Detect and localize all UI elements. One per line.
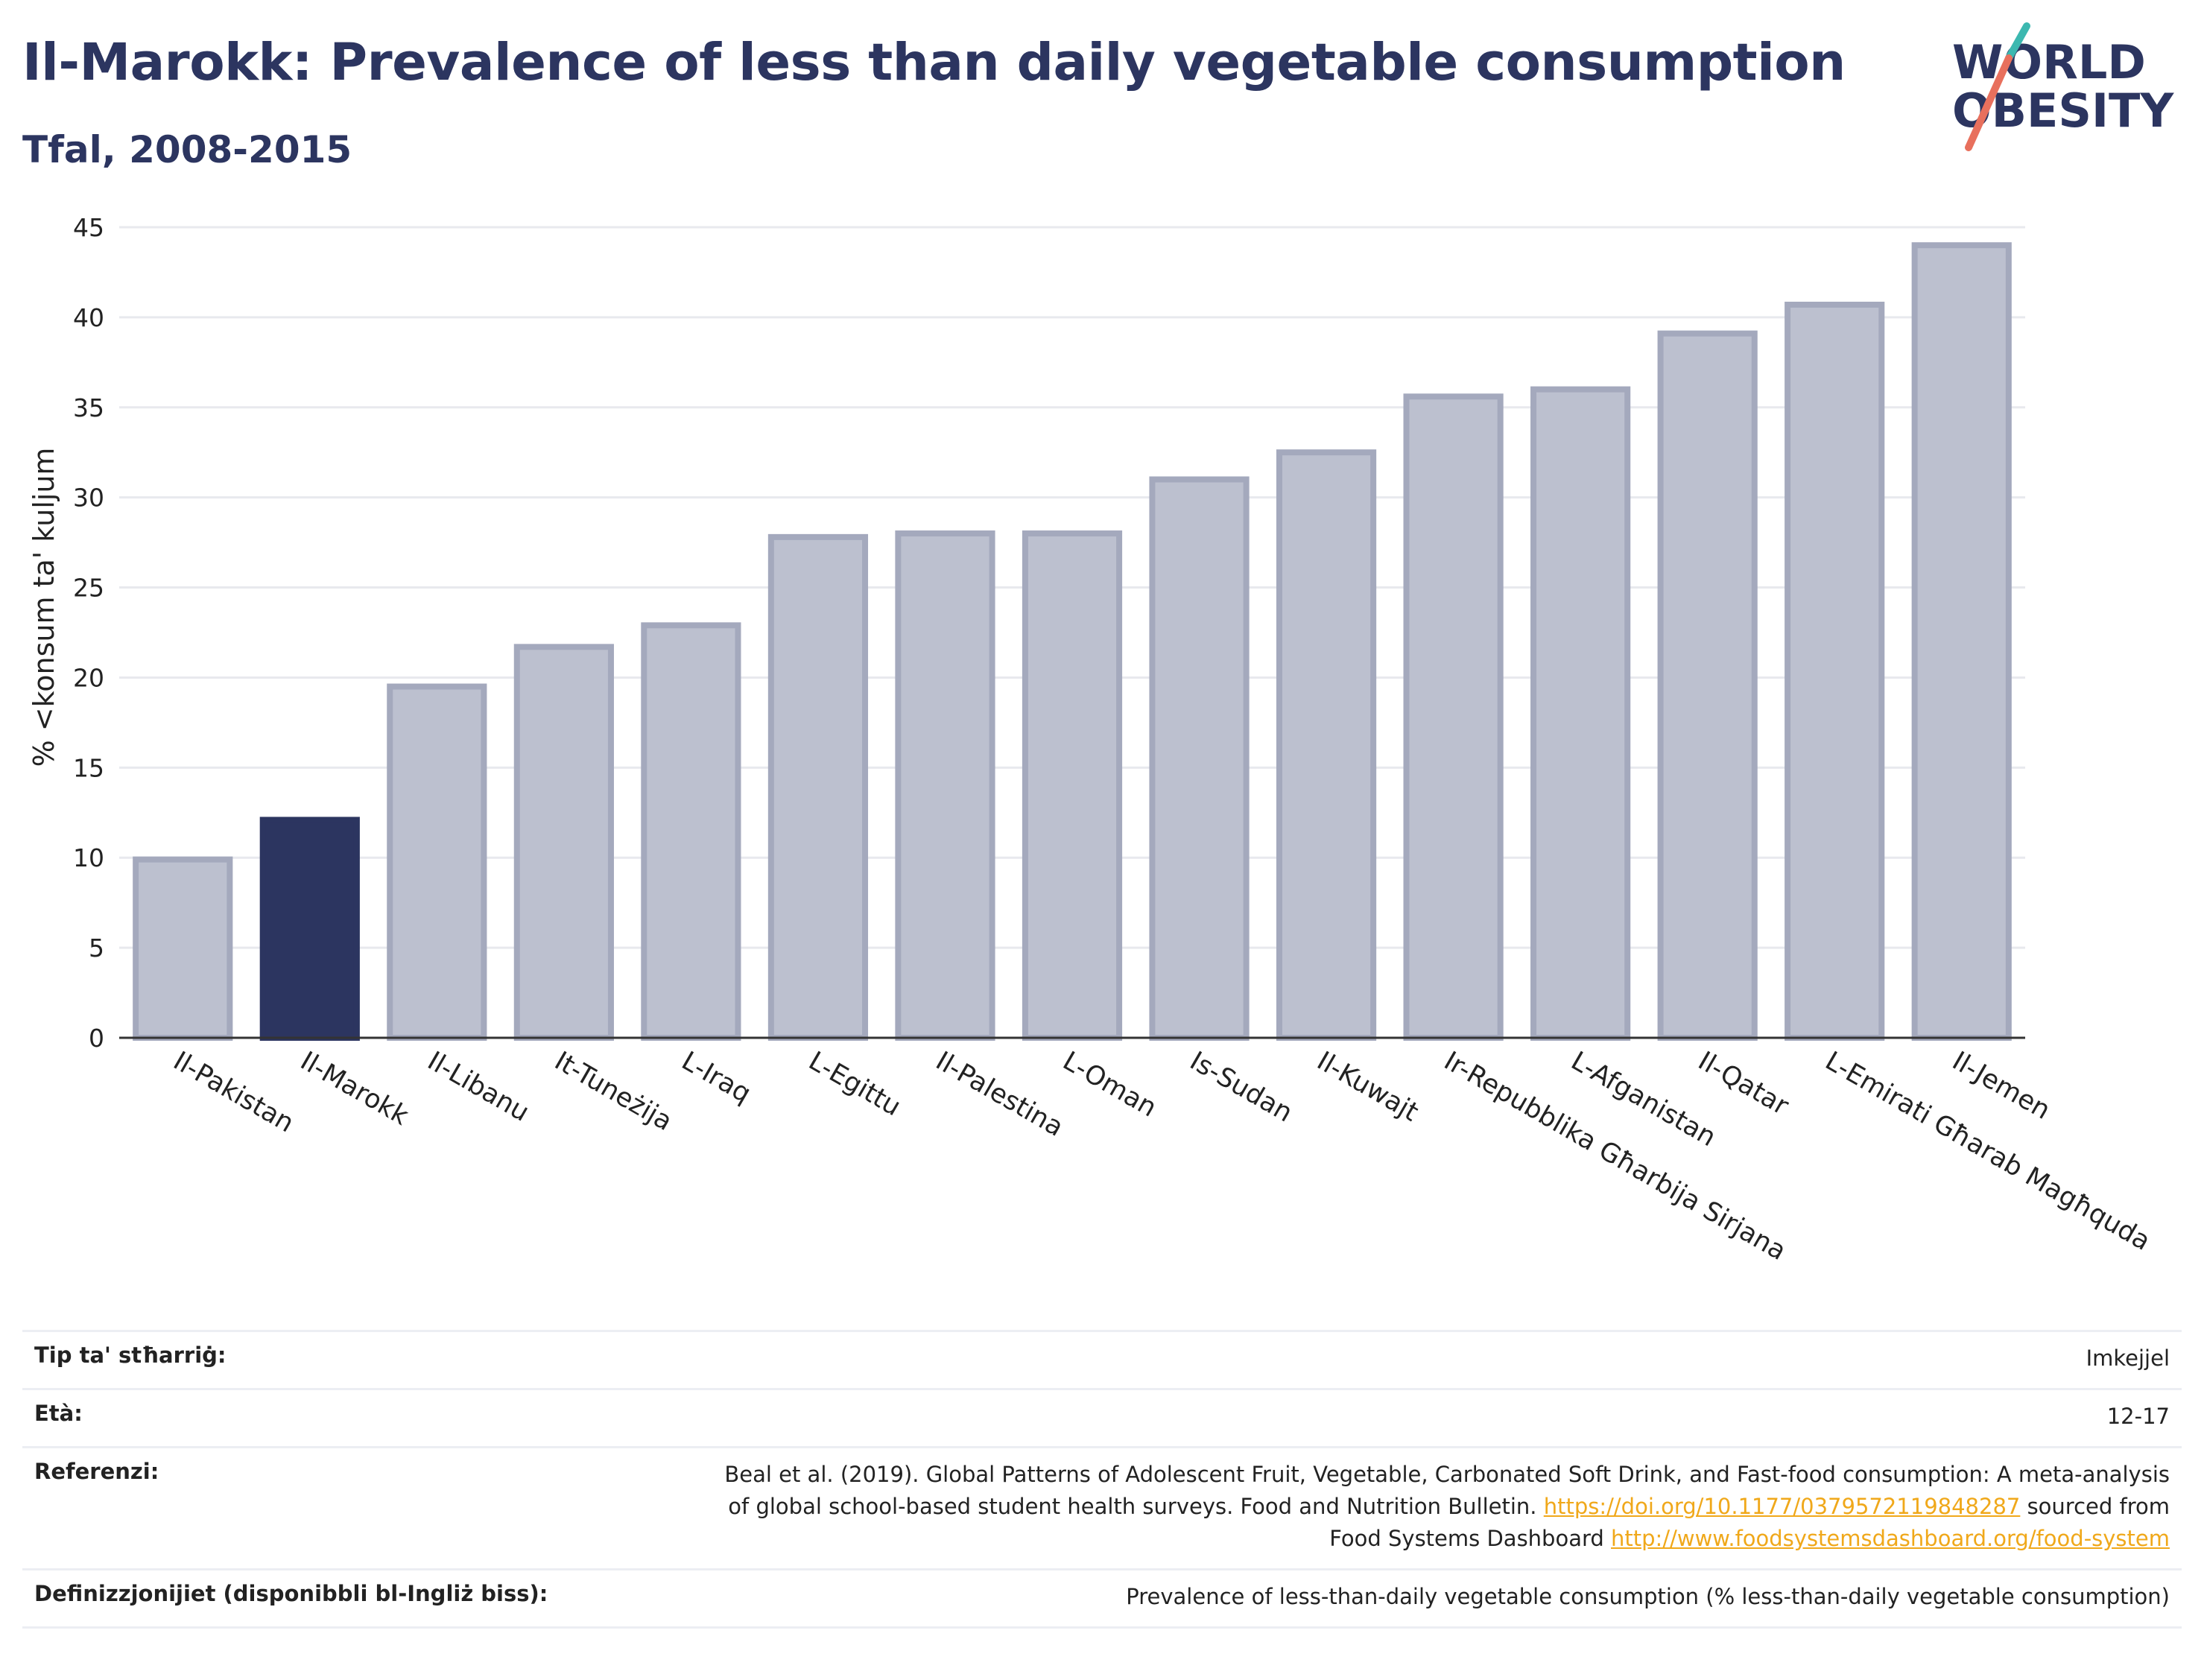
bar-il-palestina <box>895 530 995 1041</box>
y-tick-label: 0 <box>89 1024 104 1053</box>
y-tick-label: 10 <box>73 843 104 872</box>
x-tick-label: L-Iraq <box>677 1046 756 1109</box>
y-tick-label: 5 <box>89 933 104 963</box>
dashboard-link[interactable]: http://www.foodsystemsdashboard.org/food… <box>1611 1526 2170 1551</box>
bar-is-sudan <box>1149 476 1250 1041</box>
chart-subtitle: Tfal, 2008-2015 <box>22 128 352 171</box>
bar-il-qatar <box>1657 330 1758 1042</box>
bar-il-marokk <box>259 817 360 1041</box>
y-tick-label: 45 <box>73 213 104 242</box>
doi-link[interactable]: https://doi.org/10.1177/0379572119848287 <box>1543 1494 2021 1519</box>
y-tick-label: 30 <box>73 484 104 513</box>
meta-key: Tip ta' stħarriġ: <box>22 1330 705 1389</box>
meta-key: Età: <box>22 1388 705 1448</box>
reference-source-text: sourced from Food Systems Dashboard <box>1329 1494 2170 1551</box>
chart-title: Il-Marokk: Prevalence of less than daily… <box>22 33 1846 92</box>
meta-key: Definizzjonijiet (disponibbli bl-Ingliż … <box>22 1568 705 1629</box>
logo-word-world: WORLD <box>1952 35 2146 89</box>
bar-il-libanu <box>387 683 487 1041</box>
bar-l-iraq <box>641 622 741 1041</box>
reference-text: Beal et al. (2019). Global Patterns of A… <box>724 1462 2170 1519</box>
bar-il-kuwajt <box>1276 449 1377 1041</box>
x-tick-label: Il-Palestina <box>931 1046 1068 1143</box>
bar-l-afganistan <box>1530 386 1631 1041</box>
meta-value: Prevalence of less-than-daily vegetable … <box>705 1568 2182 1629</box>
x-tick-label: L-Egittu <box>803 1046 905 1122</box>
x-tick-label: Il-Libanu <box>422 1046 534 1128</box>
y-tick-label: 15 <box>73 753 104 782</box>
logo-slash-coral <box>1965 54 2013 151</box>
x-tick-label: Is-Sudan <box>1185 1046 1297 1128</box>
y-tick-label: 20 <box>73 663 104 692</box>
meta-value: 12-17 <box>705 1388 2182 1448</box>
bar-il-jemen <box>1911 242 2012 1042</box>
meta-row-definitions: Definizzjonijiet (disponibbli bl-Ingliż … <box>22 1568 2182 1629</box>
y-tick-label: 40 <box>73 303 104 332</box>
meta-row-age: Età: 12-17 <box>22 1388 2182 1448</box>
meta-row-references: Referenzi: Beal et al. (2019). Global Pa… <box>22 1446 2182 1570</box>
bars <box>133 242 2012 1042</box>
meta-key: Referenzi: <box>22 1446 705 1570</box>
meta-value-references: Beal et al. (2019). Global Patterns of A… <box>705 1446 2182 1570</box>
x-tick-label: Il-Qatar <box>1693 1046 1793 1121</box>
x-tick-label: L-Oman <box>1058 1046 1162 1123</box>
bar-ir-repubblika-g-arbija-sirjana <box>1403 393 1504 1041</box>
y-tick-label: 35 <box>73 393 104 422</box>
x-tick-label: Il-Jemen <box>1947 1046 2055 1126</box>
x-tick-label: Il-Kuwajt <box>1312 1046 1424 1127</box>
metadata-table: Tip ta' stħarriġ: Imkejjel Età: 12-17 Re… <box>22 1330 2182 1629</box>
bar-l-egittu <box>767 533 869 1041</box>
bar-l-emirati-g-arab-mag-quda <box>1785 301 1885 1042</box>
y-tick-labels: 0 5 10 15 20 25 30 35 40 45 <box>73 213 104 1053</box>
x-tick-label: Il-Marokk <box>295 1046 414 1132</box>
y-tick-label: 25 <box>73 574 104 603</box>
bar-l-oman <box>1022 530 1123 1041</box>
bar-it-tune-ija <box>513 644 614 1041</box>
meta-row-survey-type: Tip ta' stħarriġ: Imkejjel <box>22 1330 2182 1389</box>
meta-value: Imkejjel <box>705 1330 2182 1389</box>
bar-il-pakistan <box>133 856 233 1042</box>
x-tick-label: Il-Pakistan <box>168 1046 299 1138</box>
x-tick-label: It-Tuneżija <box>549 1046 677 1137</box>
world-obesity-logo: WORLD OBESITY <box>1952 22 2174 151</box>
logo-slash-teal <box>2005 22 2030 62</box>
y-axis-label: % <konsum ta' kuljum <box>28 448 60 767</box>
